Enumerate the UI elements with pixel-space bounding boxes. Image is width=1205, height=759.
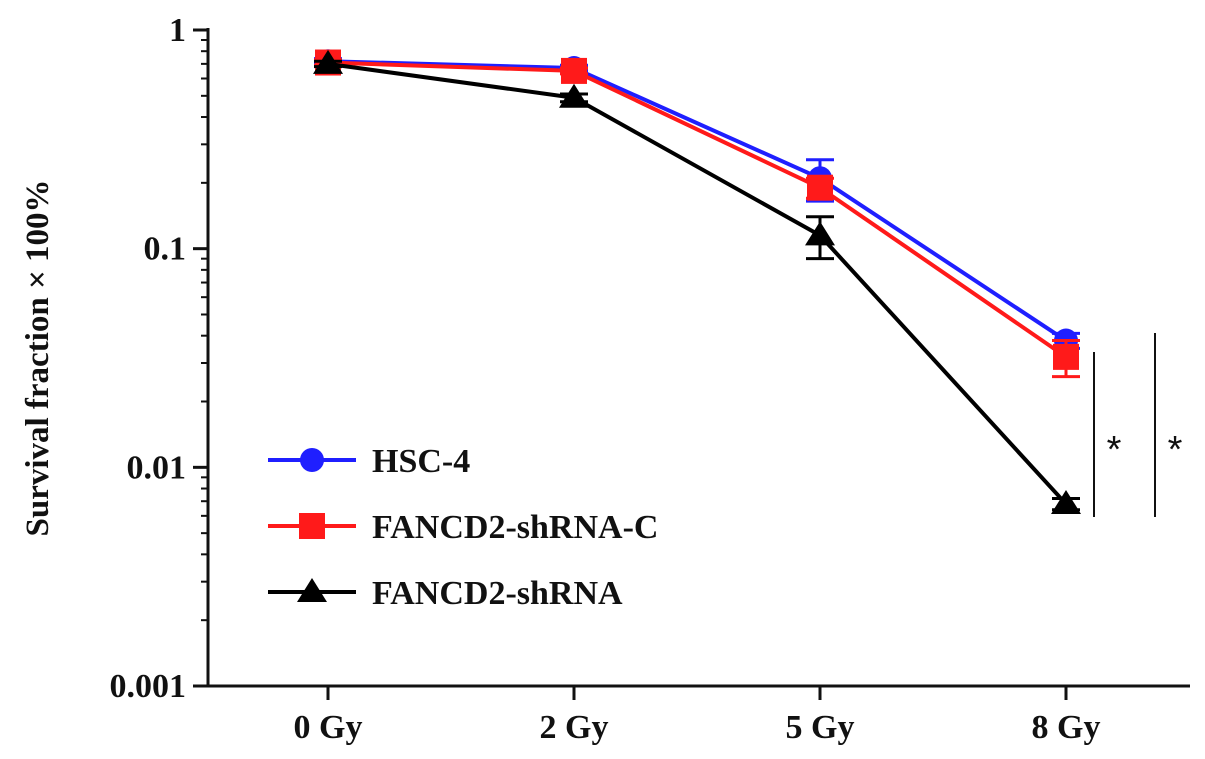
legend-marker <box>297 578 327 602</box>
x-tick-label: 5 Gy <box>786 709 855 746</box>
legend-label: FANCD2-shRNA <box>372 575 623 612</box>
x-tick-label: 0 Gy <box>294 709 363 746</box>
x-tick-label: 2 Gy <box>540 709 609 746</box>
series-fancd2-shrna-c <box>314 49 1080 379</box>
significance-asterisk: * <box>1168 429 1183 471</box>
legend-marker <box>299 513 325 539</box>
data-point <box>1051 489 1081 514</box>
y-tick-label: 0.01 <box>127 449 187 486</box>
annotations: * * <box>1093 333 1183 517</box>
data-point <box>559 83 589 108</box>
series-fancd2-shrna <box>313 49 1081 514</box>
legend: HSC-4 FANCD2-shRNA-C FANCD2-shRNA <box>268 443 658 612</box>
data-point <box>805 221 835 246</box>
y-axis-title: Survival fraction × 100% <box>20 179 56 536</box>
x-tick-label: 8 Gy <box>1032 709 1101 746</box>
legend-marker <box>300 448 324 472</box>
significance-asterisk: * <box>1107 429 1122 471</box>
series-line <box>327 59 1068 343</box>
y-tick-label: 1 <box>169 12 186 49</box>
series-line <box>327 60 1068 359</box>
series-line <box>327 61 1068 506</box>
data-point <box>561 57 587 84</box>
legend-label: FANCD2-shRNA-C <box>372 509 658 546</box>
axes: 0.001 0.01 0.1 1 0 Gy 2 Gy 5 Gy 8 Gy <box>110 12 1190 746</box>
y-tick-label: 0.1 <box>144 231 187 268</box>
series-hsc-4 <box>314 49 1080 353</box>
data-point <box>313 49 343 74</box>
legend-label: HSC-4 <box>372 443 470 480</box>
series-layer <box>313 49 1081 514</box>
data-point <box>1053 343 1079 370</box>
data-point <box>807 174 833 201</box>
y-tick-label: 0.001 <box>110 668 187 705</box>
